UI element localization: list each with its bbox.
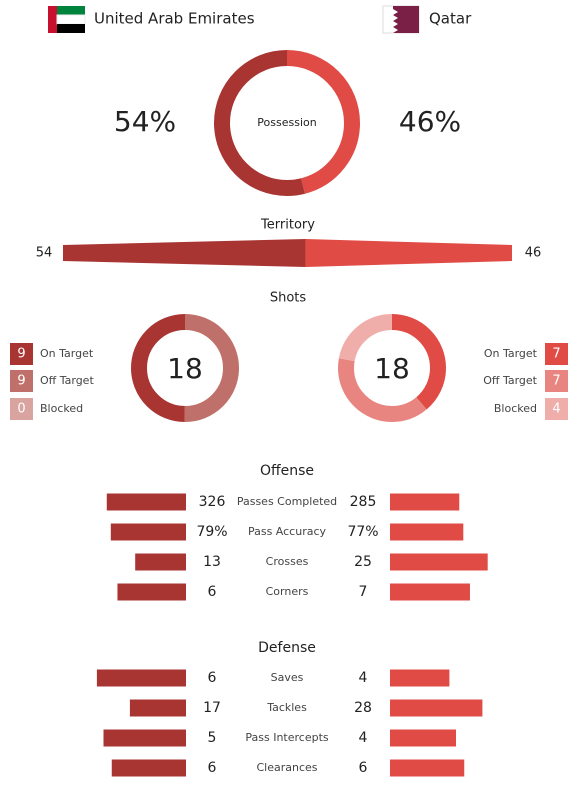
legend-box	[10, 370, 33, 392]
home-value: 6	[208, 670, 217, 686]
legend-value: 7	[552, 347, 560, 362]
row-label: Saves	[271, 671, 304, 684]
home-value: 326	[199, 494, 226, 510]
home-value: 79%	[196, 524, 227, 540]
home-value: 6	[208, 760, 217, 776]
possession-label: Possession	[257, 116, 316, 129]
legend-box	[545, 343, 568, 365]
home-value: 13	[203, 554, 221, 570]
legend-label: Off Target	[483, 374, 537, 387]
uae-flag	[48, 6, 86, 33]
home-territory: 54	[36, 246, 53, 261]
legend-value: 0	[17, 402, 25, 417]
away-bar	[390, 493, 460, 511]
away-shots-total: 18	[374, 352, 410, 385]
defense-title: Defense	[258, 640, 316, 656]
legend-box	[10, 398, 33, 420]
legend-label: Off Target	[40, 374, 94, 387]
away-bar	[390, 699, 483, 717]
home-bar	[106, 493, 186, 511]
home-bar	[96, 669, 186, 687]
home-shots-total: 18	[167, 352, 203, 385]
away-value: 4	[359, 670, 368, 686]
home-bar	[117, 583, 186, 601]
home-value: 17	[203, 700, 221, 716]
home-bar	[103, 729, 186, 747]
territory-home	[63, 239, 306, 267]
away-value: 6	[359, 760, 368, 776]
legend-label: On Target	[40, 347, 94, 360]
home-bar	[110, 523, 186, 541]
legend-value: 9	[17, 347, 25, 362]
row-label: Tackles	[266, 701, 307, 714]
donut-segment	[214, 50, 360, 196]
row-label: Pass Intercepts	[245, 731, 329, 744]
row-label: Passes Completed	[237, 495, 337, 508]
donut-segment	[131, 314, 239, 422]
legend-value: 7	[552, 374, 560, 389]
territory-away	[305, 239, 512, 267]
legend-label: On Target	[484, 347, 538, 360]
away-value: 28	[354, 700, 372, 716]
donut-segment	[338, 314, 446, 422]
away-value: 77%	[347, 524, 378, 540]
legend-box	[10, 343, 33, 365]
row-label: Corners	[266, 585, 309, 598]
away-value: 7	[359, 584, 368, 600]
offense-title: Offense	[260, 463, 314, 479]
away-value: 25	[354, 554, 372, 570]
home-bar	[129, 699, 186, 717]
away-team: Qatar	[429, 10, 472, 28]
legend-value: 9	[17, 374, 25, 389]
home-team: United Arab Emirates	[94, 10, 255, 28]
legend-box	[545, 398, 568, 420]
home-bar	[111, 759, 186, 777]
legend-label: Blocked	[40, 402, 83, 415]
row-label: Clearances	[256, 761, 317, 774]
home-possession: 54%	[114, 105, 176, 138]
home-value: 6	[208, 584, 217, 600]
away-bar	[390, 759, 465, 777]
legend-label: Blocked	[494, 402, 537, 415]
away-value: 4	[359, 730, 368, 746]
legend-value: 4	[552, 402, 560, 417]
away-value: 285	[350, 494, 377, 510]
territory-title: Territory	[260, 218, 315, 233]
away-territory: 46	[525, 246, 542, 261]
legend-box	[545, 370, 568, 392]
away-bar	[390, 553, 488, 571]
donut-segment	[338, 314, 446, 422]
away-bar	[390, 729, 456, 747]
shots-title: Shots	[270, 291, 307, 306]
away-bar	[390, 669, 450, 687]
qatar-flag	[382, 5, 420, 34]
away-bar	[390, 523, 464, 541]
home-bar	[135, 553, 186, 571]
home-value: 5	[208, 730, 217, 746]
away-bar	[390, 583, 470, 601]
row-label: Crosses	[266, 555, 309, 568]
row-label: Pass Accuracy	[248, 525, 327, 538]
away-possession: 46%	[399, 105, 461, 138]
